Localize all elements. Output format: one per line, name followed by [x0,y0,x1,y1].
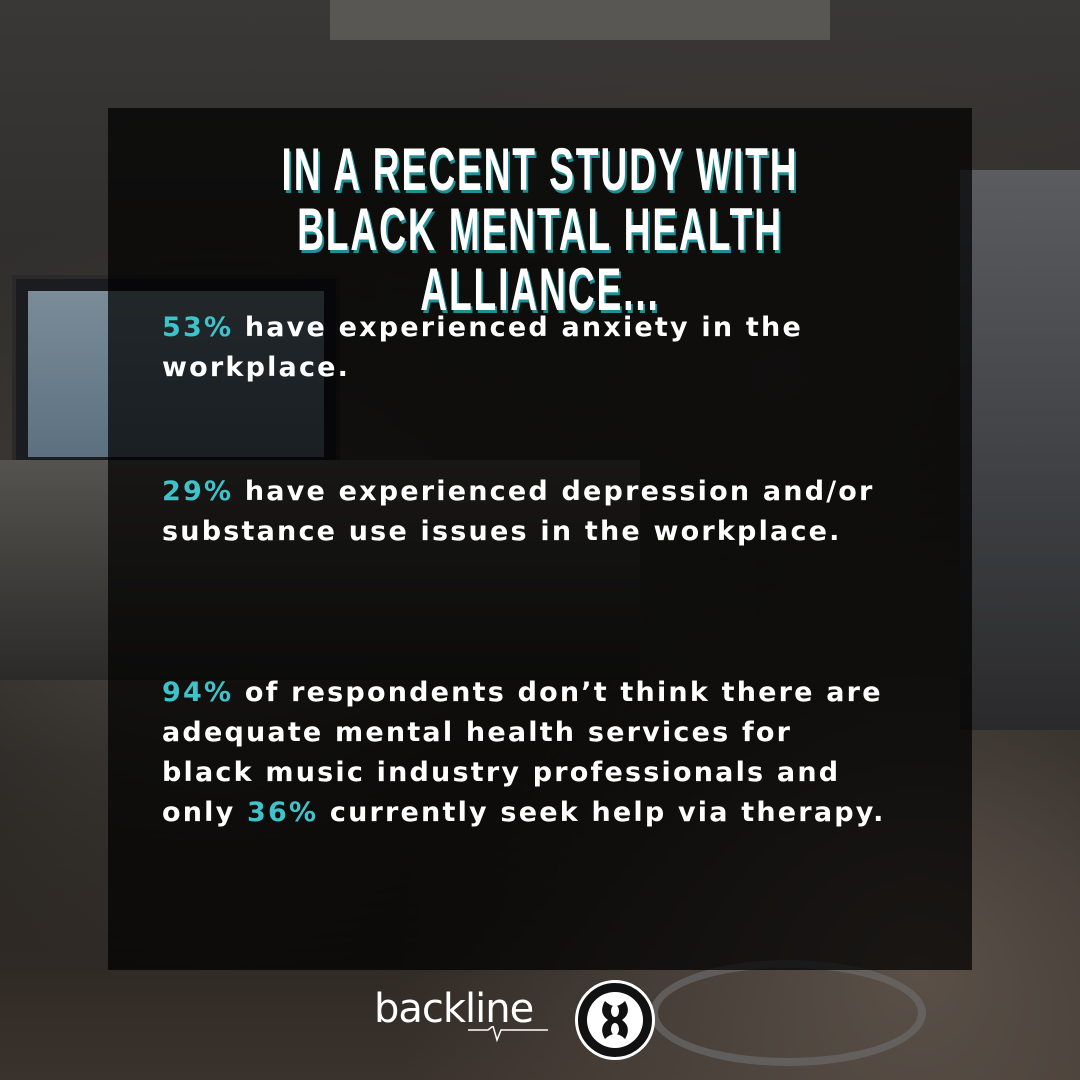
background-equipment-rack [960,170,1080,730]
stat-text: have experienced anxiety in the workplac… [162,312,803,383]
stat-percent: 94% [162,677,234,708]
bmha-seal-logo [575,980,655,1060]
stat-percent-therapy: 36% [247,797,319,828]
bmha-symbol-icon [587,992,643,1048]
headline: IN A RECENT STUDY WITH BLACK MENTAL HEAL… [0,140,1080,320]
stat-percent: 29% [162,476,234,507]
logo-row: backline [0,980,1080,1070]
background-ceiling [330,0,830,40]
overlay-panel [108,108,972,970]
stat-text-end: currently seek help via therapy. [318,797,886,828]
stat-anxiety: 53% have experienced anxiety in the work… [162,308,892,388]
headline-line-2: BLACK MENTAL HEALTH ALLIANCE... [297,196,783,323]
backline-logo: backline [374,986,534,1032]
stat-text: of respondents don’t think there are ade… [162,677,883,828]
heartbeat-icon [468,1026,548,1043]
stat-depression: 29% have experienced depression and/or s… [162,472,892,552]
stat-text: have experienced depression and/or subst… [162,476,875,547]
headline-line-1: IN A RECENT STUDY WITH [281,136,799,203]
stat-services: 94% of respondents don’t think there are… [162,673,892,833]
stat-percent: 53% [162,312,234,343]
